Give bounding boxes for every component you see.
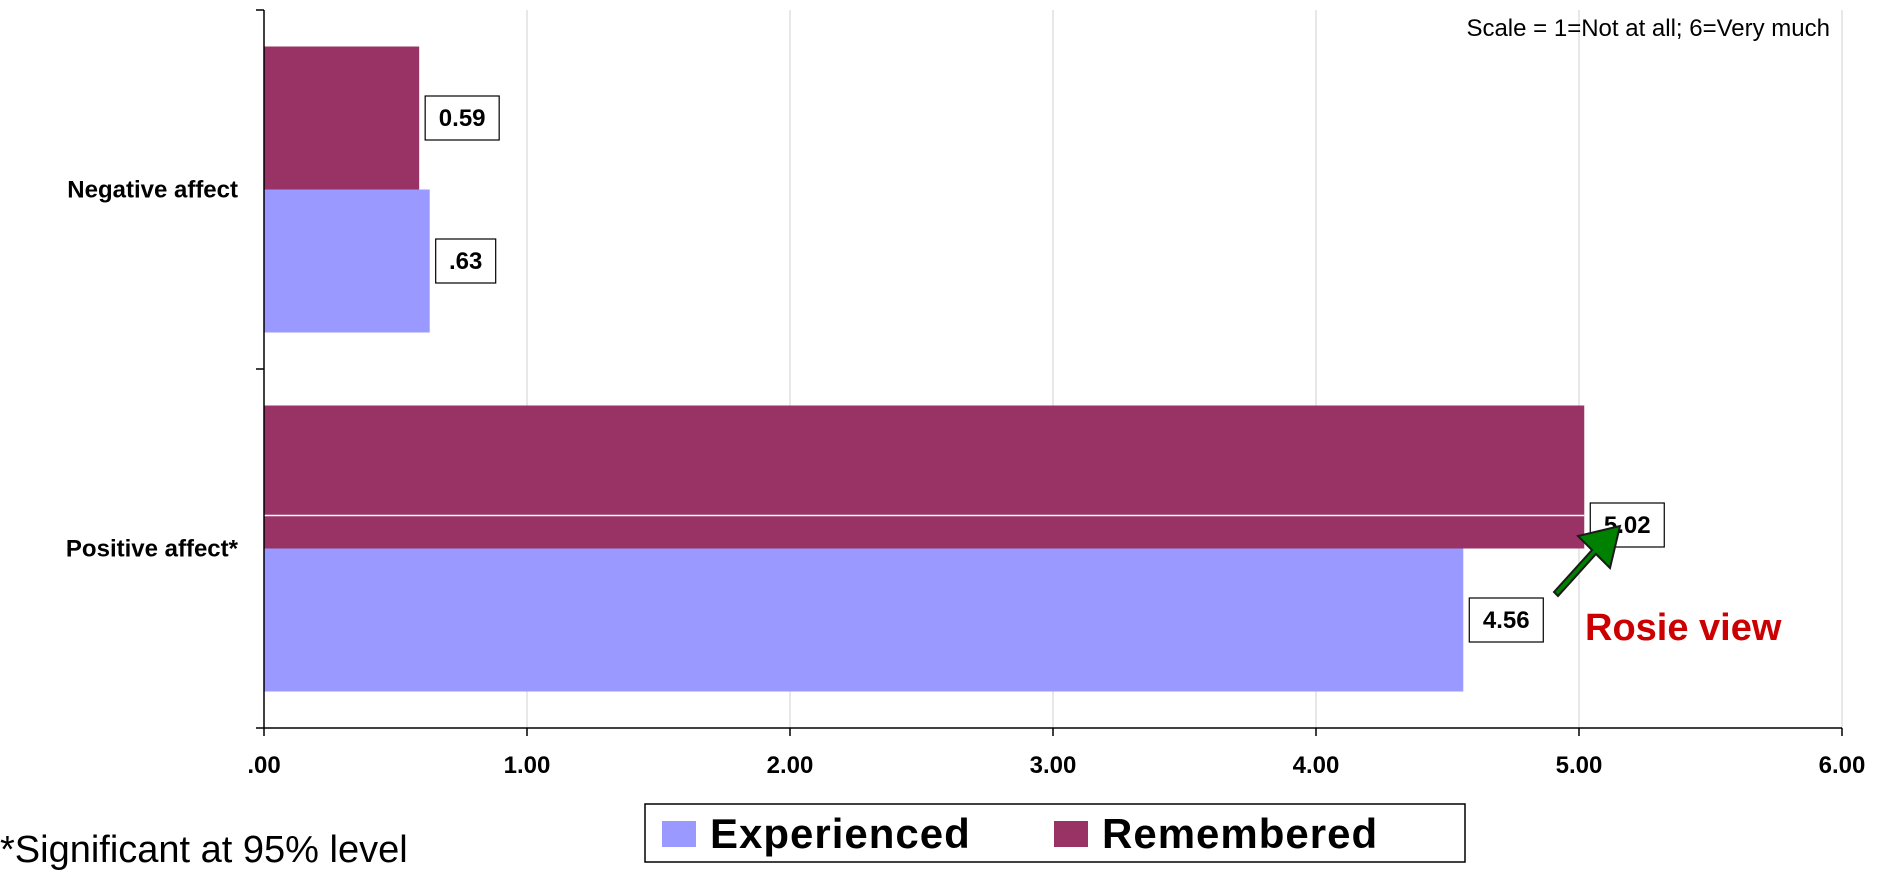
category-label: Negative affect <box>67 177 238 204</box>
category-labels: Negative affect Positive affect* <box>66 177 239 563</box>
legend: Experienced Remembered <box>644 803 1466 863</box>
legend-swatch-experienced <box>662 821 696 847</box>
footnote: *Significant at 95% level <box>0 829 408 871</box>
x-tick-label: 1.00 <box>504 752 551 779</box>
bar-remembered-1 <box>264 405 1585 549</box>
bar-experienced-0 <box>264 189 430 333</box>
scale-note: Scale = 1=Not at all; 6=Very much <box>1466 15 1830 42</box>
rosie-view-annotation: Rosie view <box>1585 607 1782 649</box>
bar-remembered-0 <box>264 46 420 190</box>
x-tick-label: .00 <box>247 752 280 779</box>
x-tick-label: 5.00 <box>1556 752 1603 779</box>
arrow-icon <box>1552 524 1622 598</box>
bars <box>264 46 1585 692</box>
bar-experienced-1 <box>264 548 1464 692</box>
legend-label-experienced: Experienced <box>710 810 971 857</box>
data-label-experienced: 4.56 <box>1483 607 1530 634</box>
data-label-experienced-box <box>435 238 497 284</box>
data-label-remembered-box <box>424 95 500 141</box>
x-tick-label: 6.00 <box>1819 752 1866 779</box>
legend-label-remembered: Remembered <box>1102 810 1378 857</box>
annotation: Rosie view <box>1552 524 1782 649</box>
category-label: Positive affect* <box>66 536 239 563</box>
x-tick-label: 3.00 <box>1030 752 1077 779</box>
x-tick-label: 2.00 <box>767 752 814 779</box>
data-label-experienced: .63 <box>449 248 482 275</box>
data-label-remembered: 0.59 <box>439 105 486 132</box>
axes <box>256 9 1843 736</box>
legend-swatch-remembered <box>1054 821 1088 847</box>
x-tick-labels: .00 1.00 2.00 3.00 4.00 5.00 6.00 <box>247 752 1865 779</box>
data-label-experienced-box <box>1468 597 1544 643</box>
x-tick-label: 4.00 <box>1293 752 1340 779</box>
